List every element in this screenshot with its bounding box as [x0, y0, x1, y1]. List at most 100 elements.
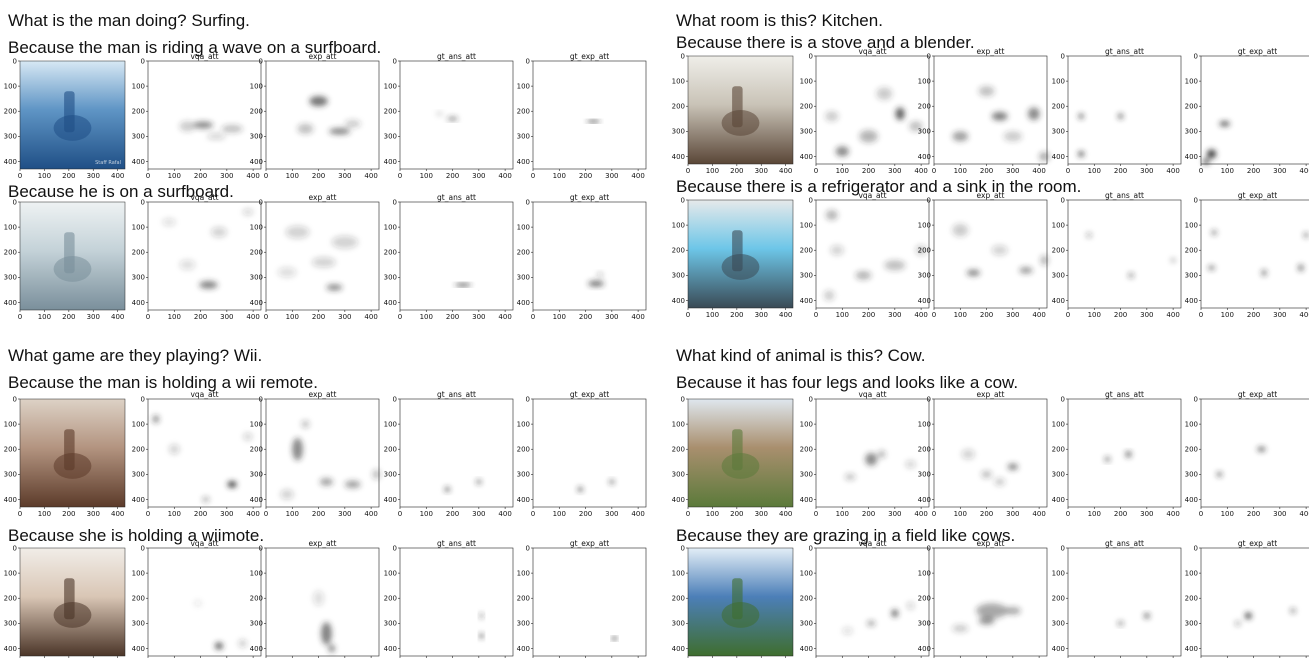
photo-figure [732, 86, 743, 128]
x-tick-label: 100 [553, 313, 566, 321]
y-tick-label: 0 [141, 544, 145, 552]
x-tick-label: 200 [194, 172, 207, 180]
attention-blob [825, 210, 838, 221]
y-tick-label: 300 [918, 620, 931, 628]
x-tick-label: 400 [631, 510, 644, 518]
x-tick-label: 100 [706, 167, 719, 175]
y-tick-label: 100 [250, 223, 263, 231]
panel-question: What game are they playing? Wii. [8, 346, 263, 365]
map-frame [815, 199, 930, 309]
attention-blob [1202, 158, 1210, 165]
map-title: exp_att [309, 193, 337, 202]
attention-blob [179, 121, 196, 132]
y-tick-label: 200 [1052, 446, 1065, 454]
attention-blob [329, 128, 351, 135]
attention-blob [981, 470, 992, 479]
x-tick-label: 400 [631, 172, 644, 180]
y-tick-label: 300 [672, 272, 685, 280]
attention-blob [952, 131, 969, 142]
attention-blob [1078, 113, 1084, 119]
map-frame [147, 201, 262, 311]
attention-map-exp-att: exp_att 0 100 200 300 400 0 100 200 300 400 [918, 47, 1050, 175]
y-tick-label: 100 [918, 221, 931, 229]
map-frame [933, 547, 1048, 657]
photo-frame [687, 55, 794, 165]
y-tick-label: 100 [1052, 569, 1065, 577]
y-tick-label: 400 [132, 496, 145, 504]
y-tick-label: 300 [800, 620, 813, 628]
y-tick-label: 400 [918, 153, 931, 161]
row-explanation: Because the man is holding a wii remote. [8, 373, 318, 392]
x-tick-label: 0 [531, 172, 535, 180]
x-tick-label: 300 [1140, 167, 1153, 175]
x-tick-label: 0 [531, 313, 535, 321]
y-tick-label: 300 [672, 471, 685, 479]
x-tick-label: 100 [420, 172, 433, 180]
y-tick-label: 400 [384, 158, 397, 166]
attention-blob [1144, 613, 1150, 619]
x-tick-label: 400 [246, 172, 259, 180]
y-tick-label: 200 [517, 595, 530, 603]
x-tick-label: 300 [1140, 510, 1153, 518]
map-background [533, 548, 646, 656]
attention-blob [344, 120, 361, 128]
row-explanation: Because the man is riding a wave on a su… [8, 38, 382, 57]
map-background [816, 399, 929, 507]
x-tick-label: 300 [338, 510, 351, 518]
attention-map-exp-att: exp_att 0 100 200 300 400 0 100 200 300 400 [918, 191, 1049, 319]
x-tick-label: 400 [364, 313, 377, 321]
map-background [816, 548, 929, 656]
y-tick-label: 200 [800, 103, 813, 111]
y-tick-label: 0 [526, 57, 530, 65]
attention-blob [215, 642, 223, 650]
photo-figure [64, 429, 75, 471]
y-tick-label: 200 [132, 108, 145, 116]
attention-blob [344, 480, 361, 489]
attention-blob [859, 130, 878, 143]
y-tick-label: 100 [800, 420, 813, 428]
attention-map-gt-ans-att: gt_ans_att 0 100 200 300 400 0 100 200 300 400 [1052, 47, 1182, 175]
attention-blob [444, 487, 450, 492]
x-tick-label: 200 [312, 510, 325, 518]
y-tick-label: 200 [132, 446, 145, 454]
attention-blob [243, 432, 253, 441]
y-tick-label: 200 [918, 595, 931, 603]
attention-blob [966, 269, 980, 276]
y-tick-label: 100 [517, 82, 530, 90]
y-tick-label: 200 [517, 446, 530, 454]
map-frame [532, 398, 647, 508]
y-tick-label: 0 [141, 395, 145, 403]
x-tick-label: 100 [420, 510, 433, 518]
attention-blob [865, 453, 878, 466]
y-tick-label: 0 [1194, 395, 1198, 403]
y-tick-label: 0 [393, 544, 397, 552]
x-tick-label: 0 [1199, 167, 1203, 175]
y-tick-label: 400 [672, 153, 685, 161]
attention-blob [319, 478, 334, 486]
x-tick-label: 200 [1247, 167, 1260, 175]
attention-map-gt-ans-att: gt_ans_att 0 100 200 300 400 0 100 200 300 400 [1052, 390, 1182, 518]
map-title: gt_ans_att [437, 390, 476, 399]
y-tick-label: 200 [1052, 103, 1065, 111]
y-tick-label: 200 [1185, 595, 1198, 603]
y-tick-label: 0 [927, 544, 931, 552]
attention-map-vqa-att: vqa_att 0 100 200 300 400 [132, 539, 262, 658]
map-title: gt_ans_att [1105, 539, 1144, 548]
photo-frame [19, 398, 126, 508]
map-title: exp_att [977, 539, 1005, 548]
map-title: gt_exp_att [1238, 539, 1277, 548]
y-tick-label: 200 [672, 103, 685, 111]
map-title: vqa_att [858, 191, 886, 200]
y-tick-label: 300 [918, 471, 931, 479]
map-frame [265, 398, 380, 508]
y-tick-label: 200 [517, 249, 530, 257]
x-tick-label: 300 [888, 311, 901, 319]
attention-blob [193, 600, 202, 607]
attention-blob [238, 639, 247, 648]
y-tick-label: 0 [13, 57, 17, 65]
panel-question: What room is this? Kitchen. [676, 11, 883, 30]
x-tick-label: 200 [980, 510, 993, 518]
